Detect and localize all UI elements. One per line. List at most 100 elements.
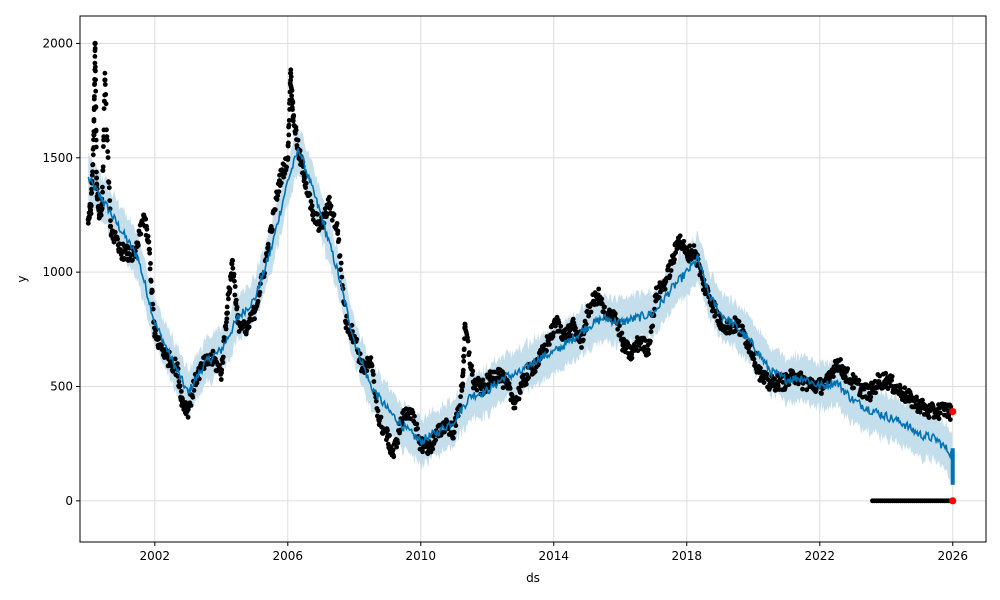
observed-point — [303, 180, 309, 186]
observed-point — [276, 178, 283, 184]
observed-point — [150, 306, 156, 312]
observed-point — [691, 243, 697, 249]
observed-point — [588, 309, 594, 315]
observed-point — [276, 189, 282, 195]
observed-point — [474, 387, 480, 393]
observed-point — [764, 371, 770, 377]
observed-point — [282, 171, 288, 176]
observed-point — [99, 206, 105, 211]
observed-point — [889, 374, 895, 379]
observed-point — [224, 304, 230, 310]
observed-point — [692, 249, 698, 255]
observed-point — [90, 169, 95, 175]
observed-point — [747, 342, 753, 348]
observed-point — [89, 190, 95, 196]
observed-point — [104, 134, 110, 140]
observed-point — [100, 189, 105, 195]
observed-point — [376, 418, 382, 424]
observed-point — [286, 140, 291, 146]
observed-point — [487, 377, 493, 383]
observed-point — [101, 137, 106, 143]
observed-point — [470, 368, 476, 374]
observed-point — [936, 416, 942, 422]
observed-point — [394, 444, 399, 450]
observed-point — [329, 217, 335, 223]
observed-point — [578, 338, 585, 344]
observed-point — [595, 292, 601, 298]
observed-point — [145, 233, 151, 239]
observed-point — [224, 316, 230, 322]
observed-point — [88, 211, 94, 217]
observed-point — [926, 415, 932, 420]
observed-point — [877, 373, 883, 379]
observed-point — [520, 379, 526, 385]
observed-point — [642, 344, 647, 350]
observed-point — [217, 363, 222, 368]
observed-point — [100, 168, 106, 173]
observed-point — [517, 390, 523, 395]
observed-point — [941, 406, 948, 412]
observed-point — [265, 241, 271, 247]
observed-point — [596, 286, 602, 292]
y-tick-label: 0 — [65, 494, 73, 508]
observed-point — [684, 251, 690, 257]
observed-point — [93, 88, 99, 94]
future-point — [949, 497, 957, 505]
observed-point — [91, 117, 97, 122]
observed-point — [252, 308, 258, 314]
observed-point — [103, 92, 109, 97]
observed-point — [373, 398, 379, 404]
observed-point — [92, 54, 98, 59]
observed-point — [92, 60, 98, 66]
observed-point — [90, 162, 96, 167]
observed-point — [813, 387, 819, 393]
observed-point — [620, 342, 626, 348]
observed-point — [218, 370, 224, 376]
forecast-line — [87, 148, 953, 460]
observed-point — [390, 447, 396, 453]
observed-point — [188, 403, 194, 408]
observed-point — [772, 376, 777, 382]
observed-point — [326, 200, 332, 207]
observed-point — [286, 122, 292, 128]
observed-point — [93, 105, 99, 110]
observed-point — [480, 377, 486, 383]
observed-point — [451, 429, 457, 435]
observed-point — [466, 350, 472, 355]
observed-point — [470, 379, 476, 385]
observed-point — [617, 323, 622, 329]
observed-point — [218, 377, 224, 382]
observed-point — [255, 298, 261, 304]
observed-point — [645, 347, 651, 353]
observed-point — [838, 357, 843, 362]
observed-point — [286, 132, 292, 138]
observed-point — [554, 319, 560, 326]
observed-point — [458, 394, 463, 399]
observed-point — [875, 379, 881, 385]
observed-point — [107, 198, 113, 204]
observed-point — [101, 106, 107, 111]
observed-point — [414, 421, 420, 427]
observed-point — [653, 292, 659, 298]
x-tick-label: 2002 — [140, 549, 171, 563]
observed-point — [310, 212, 316, 218]
observed-point — [309, 203, 315, 209]
observed-point — [315, 211, 320, 217]
observed-point — [883, 377, 889, 383]
observed-point — [286, 118, 292, 123]
observed-point — [147, 250, 153, 256]
observed-point — [459, 388, 465, 393]
observed-point — [570, 324, 576, 330]
observed-point — [648, 338, 653, 344]
observed-point — [842, 370, 848, 376]
observed-point — [461, 353, 467, 359]
y-tick-label: 500 — [50, 379, 73, 393]
observed-point — [93, 77, 98, 83]
observed-point — [662, 286, 668, 292]
observed-point — [232, 292, 238, 298]
observed-point — [842, 374, 848, 380]
observed-point — [246, 324, 252, 330]
observed-point — [850, 379, 856, 385]
